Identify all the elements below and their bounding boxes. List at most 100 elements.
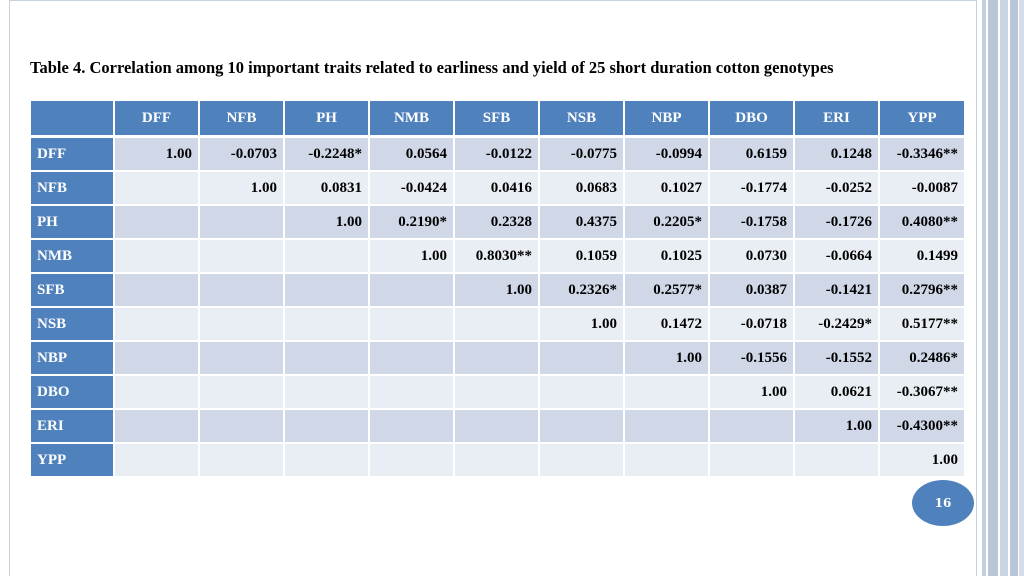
table-cell: 0.1025	[625, 240, 710, 274]
table-cell	[200, 240, 285, 274]
table-cell	[370, 444, 455, 478]
table-cell	[540, 410, 625, 444]
table-cell: -0.2429*	[795, 308, 880, 342]
table-cell	[370, 376, 455, 410]
table-cell: -0.0087	[880, 172, 964, 206]
table-cell: 1.00	[370, 240, 455, 274]
column-header-ph: PH	[285, 101, 370, 138]
table-row: NSB 1.00 0.1472 -0.0718 -0.2429* 0.5177**	[31, 308, 964, 342]
table-cell	[115, 172, 200, 206]
table-cell	[370, 410, 455, 444]
table-cell: 0.0564	[370, 138, 455, 172]
table-cell: 0.2326*	[540, 274, 625, 308]
row-label-nfb: NFB	[31, 172, 115, 206]
table-cell	[455, 444, 540, 478]
table-cell	[115, 376, 200, 410]
table-cell: -0.0994	[625, 138, 710, 172]
row-label-eri: ERI	[31, 410, 115, 444]
table-cell	[540, 376, 625, 410]
table-cell: -0.3346**	[880, 138, 964, 172]
column-header-nmb: NMB	[370, 101, 455, 138]
table-cell: 0.6159	[710, 138, 795, 172]
table-cell: 0.1027	[625, 172, 710, 206]
table-cell: -0.1556	[710, 342, 795, 376]
table-cell: -0.2248*	[285, 138, 370, 172]
table-cell	[115, 342, 200, 376]
slide-title: Table 4. Correlation among 10 important …	[30, 58, 834, 77]
row-label-ph: PH	[31, 206, 115, 240]
correlation-table: DFF NFB PH NMB SFB NSB NBP DBO ERI YPP DFF 1.00 -0.…	[31, 101, 964, 478]
table-cell	[455, 308, 540, 342]
table-cell: 0.0683	[540, 172, 625, 206]
table-cell	[540, 444, 625, 478]
row-label-sfb: SFB	[31, 274, 115, 308]
table-row: NBP 1.00 -0.1556 -0.1552 0.2486*	[31, 342, 964, 376]
table-row: NFB 1.00 0.0831 -0.0424 0.0416 0.0683 0.1027 -0…	[31, 172, 964, 206]
table-row: DFF 1.00 -0.0703 -0.2248* 0.0564 -0.0122 -0.07…	[31, 138, 964, 172]
table-cell: 1.00	[795, 410, 880, 444]
row-label-dff: DFF	[31, 138, 115, 172]
column-header-sfb: SFB	[455, 101, 540, 138]
table-cell: 1.00	[540, 308, 625, 342]
table-cell	[285, 376, 370, 410]
table-cell	[455, 410, 540, 444]
table-cell: 0.5177**	[880, 308, 964, 342]
table-row: NMB 1.00 0.8030** 0.1059 0.1025 0.0730 -0.0664…	[31, 240, 964, 274]
table-cell	[285, 274, 370, 308]
column-header-nbp: NBP	[625, 101, 710, 138]
table-cell: 1.00	[200, 172, 285, 206]
table-cell: -0.0718	[710, 308, 795, 342]
table-cell	[200, 410, 285, 444]
table-cell: 0.0831	[285, 172, 370, 206]
table-cell: -0.0252	[795, 172, 880, 206]
table-cell	[795, 444, 880, 478]
row-label-ypp: YPP	[31, 444, 115, 478]
row-label-nbp: NBP	[31, 342, 115, 376]
table-cell	[285, 444, 370, 478]
row-label-nmb: NMB	[31, 240, 115, 274]
column-header-ypp: YPP	[880, 101, 964, 138]
table-cell: -0.1758	[710, 206, 795, 240]
table-cell	[115, 444, 200, 478]
table-cell: 1.00	[880, 444, 964, 478]
table-cell	[540, 342, 625, 376]
table-cell: -0.1421	[795, 274, 880, 308]
table-cell	[285, 410, 370, 444]
table-cell	[200, 376, 285, 410]
table-cell: -0.1726	[795, 206, 880, 240]
table-header-row: DFF NFB PH NMB SFB NSB NBP DBO ERI YPP	[31, 101, 964, 138]
table-cell	[285, 308, 370, 342]
table-cell	[625, 410, 710, 444]
column-header-dff: DFF	[115, 101, 200, 138]
table-cell	[455, 376, 540, 410]
table-row: DBO 1.00 0.0621 -0.3067**	[31, 376, 964, 410]
table-cell: -0.1552	[795, 342, 880, 376]
table-cell: -0.0664	[795, 240, 880, 274]
row-label-dbo: DBO	[31, 376, 115, 410]
table-cell	[115, 274, 200, 308]
table-cell: -0.3067**	[880, 376, 964, 410]
table-cell: -0.4300**	[880, 410, 964, 444]
page-number-badge: 16	[912, 480, 974, 526]
table-cell: 0.0621	[795, 376, 880, 410]
table-cell: 0.8030**	[455, 240, 540, 274]
table-cell: 0.2205*	[625, 206, 710, 240]
table-cell: 0.1059	[540, 240, 625, 274]
table-cell: -0.0775	[540, 138, 625, 172]
decor-stripe	[1000, 0, 1008, 576]
table-cell	[115, 206, 200, 240]
table-cell	[625, 444, 710, 478]
table-cell	[625, 376, 710, 410]
table-cell	[455, 342, 540, 376]
table-row: ERI 1.00 -0.4300**	[31, 410, 964, 444]
table-cell: 0.1499	[880, 240, 964, 274]
table-cell: 1.00	[455, 274, 540, 308]
decor-stripe	[1010, 0, 1018, 576]
table-cell	[370, 342, 455, 376]
table-cell: 0.0387	[710, 274, 795, 308]
table-cell: 0.2577*	[625, 274, 710, 308]
table-row: YPP 1.00	[31, 444, 964, 478]
table-cell: 0.2486*	[880, 342, 964, 376]
table-cell: 0.1248	[795, 138, 880, 172]
table-cell: 0.4080**	[880, 206, 964, 240]
